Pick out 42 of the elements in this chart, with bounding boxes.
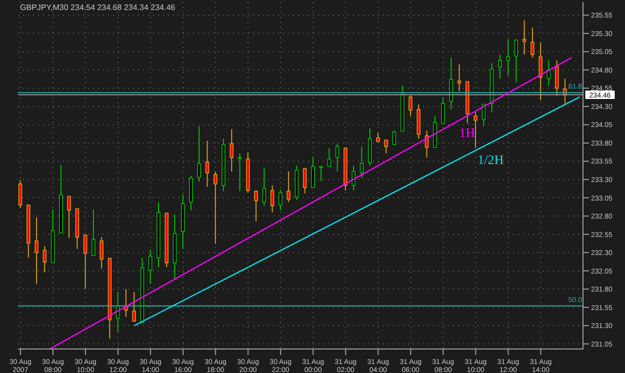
candlestick: [360, 146, 364, 179]
candlestick: [506, 38, 510, 76]
candlestick: [92, 208, 96, 256]
candlestick: [335, 143, 340, 172]
candlestick: [230, 128, 234, 172]
candlestick: [441, 97, 445, 124]
candlestick: [262, 167, 266, 206]
candlestick: [83, 234, 88, 290]
candlestick: [538, 42, 542, 100]
candlestick: [67, 196, 71, 238]
candlestick: [132, 292, 136, 322]
candlestick: [302, 168, 307, 194]
candlestick: [214, 170, 218, 244]
candlestick: [392, 130, 396, 145]
candlestick: [18, 180, 22, 209]
candlestick: [278, 189, 282, 211]
candlestick: [270, 184, 274, 213]
candlestick: [100, 236, 104, 270]
candlestick: [352, 165, 356, 191]
candlestick: [514, 39, 518, 83]
candlestick: [408, 94, 412, 116]
chart-title: GBPJPY,M30 234.54 234.68 234.34 234.46: [20, 3, 176, 12]
candlestick: [530, 27, 534, 58]
candlestick: [327, 148, 332, 167]
candlestick: [34, 217, 38, 284]
annotation: 1H: [459, 125, 476, 140]
candlestick: [238, 152, 242, 192]
candlestick: [286, 170, 290, 203]
candlestick: [254, 190, 258, 222]
candlestick: [498, 54, 502, 80]
candlestick: [554, 60, 559, 96]
candlestick: [311, 156, 315, 188]
candlestick: [148, 249, 152, 284]
annotation: 1/2H: [478, 152, 504, 167]
candlestick: [384, 140, 388, 154]
candlestick: [522, 20, 526, 56]
candlestick: [205, 140, 210, 188]
candlestick: [319, 166, 323, 182]
candlestick: [197, 126, 201, 182]
candlestick: [457, 64, 462, 92]
candlestick: [42, 245, 47, 273]
candlestick: [474, 112, 478, 149]
